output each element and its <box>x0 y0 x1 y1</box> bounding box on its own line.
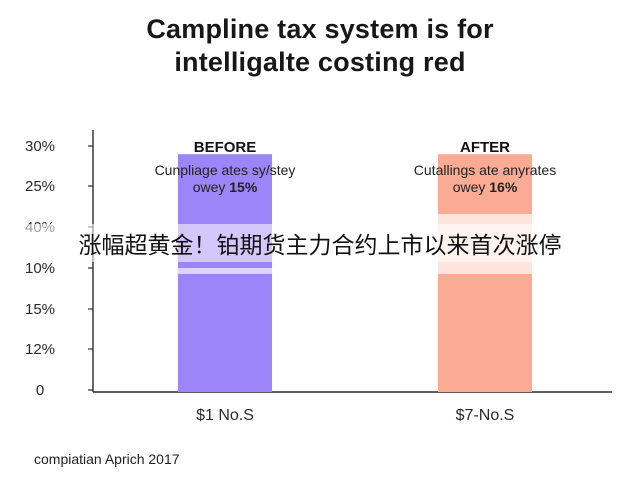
panel-line-1: Cutallings ate anyrates <box>414 162 556 178</box>
overlay-caption: 涨幅超黄金！铂期货主力合约上市以来首次涨停 <box>78 233 562 259</box>
panel-value: 16% <box>489 179 518 195</box>
bar-cap <box>178 268 272 274</box>
y-tick-label: 30% <box>25 138 55 155</box>
panel-heading: BEFORE <box>194 139 257 156</box>
x-category-label: $7-No.S <box>456 407 515 424</box>
x-category-label: $1 No.S <box>196 407 254 424</box>
y-tick-label: 15% <box>25 301 55 318</box>
y-tick-label: 0 <box>36 382 44 399</box>
y-tick-label: 12% <box>25 341 55 358</box>
chart-footnote: compiatian Aprich 2017 <box>34 451 180 467</box>
y-tick-label: 10% <box>25 260 55 277</box>
panel-heading: AFTER <box>460 139 510 156</box>
y-tick-label: 25% <box>25 178 55 195</box>
overlay-banner <box>0 224 640 262</box>
panel-line-2: owey 16% <box>453 179 518 195</box>
chart-title-line-2: intelligalte costing red <box>174 47 466 77</box>
panel-line-2: owey 15% <box>193 179 258 195</box>
panel-line-1: Cunpliage ates sy/stey <box>155 162 296 178</box>
panel-value: 15% <box>229 179 258 195</box>
chart-title-line-1: Campline tax system is for <box>146 14 494 44</box>
